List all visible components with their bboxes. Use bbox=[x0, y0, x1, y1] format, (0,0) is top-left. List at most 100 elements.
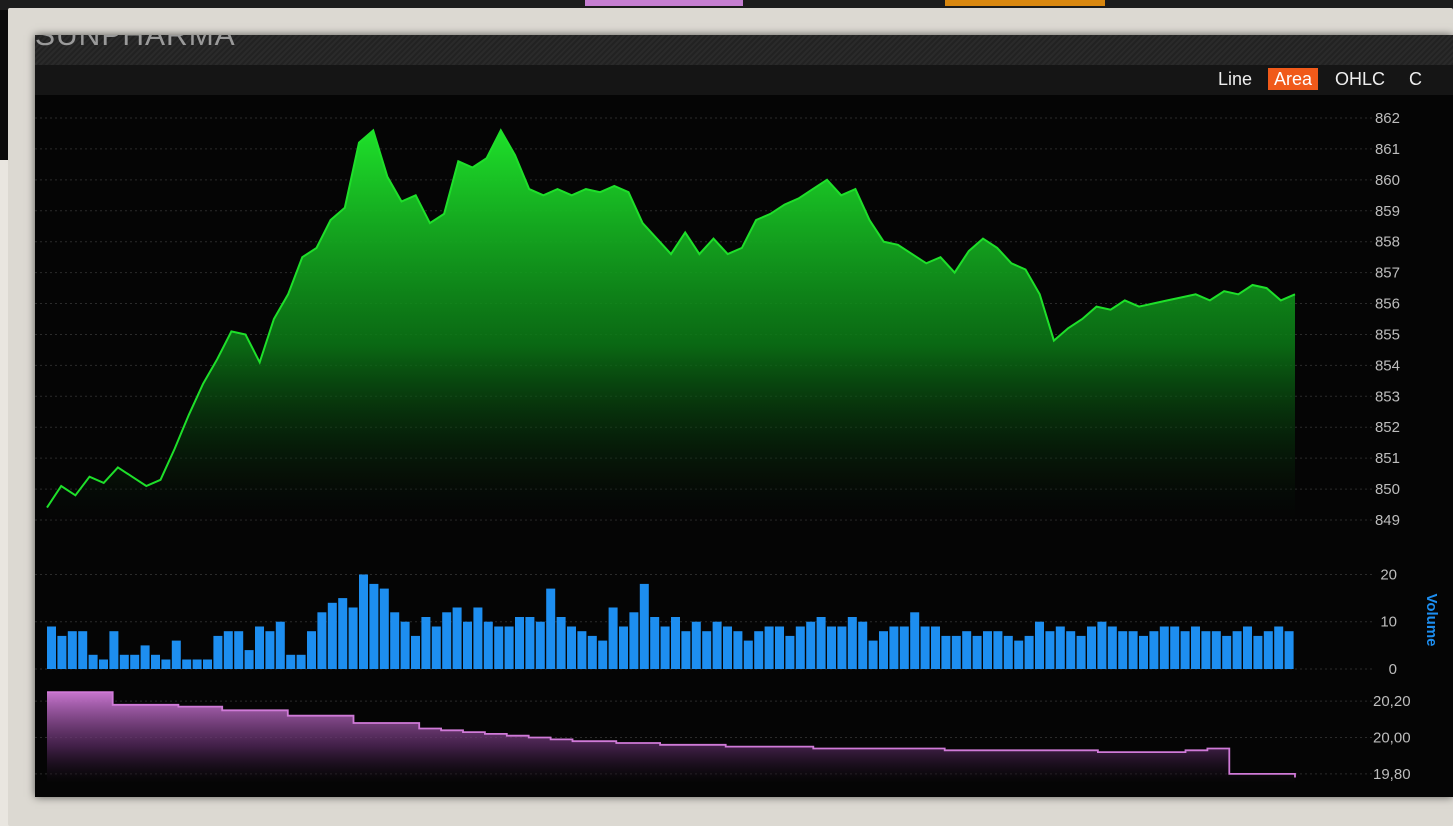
volume-bar bbox=[879, 631, 888, 669]
price-tick-label: 862 bbox=[1375, 110, 1400, 127]
volume-bar bbox=[369, 583, 379, 669]
volume-bar bbox=[1159, 626, 1169, 669]
volume-bar bbox=[1149, 631, 1159, 669]
volume-bar bbox=[296, 654, 306, 669]
price-tick-label: 858 bbox=[1375, 234, 1400, 251]
volume-bar bbox=[317, 612, 327, 669]
chart-type-line-button[interactable]: Line bbox=[1218, 69, 1253, 89]
price-tick-label: 851 bbox=[1375, 450, 1400, 467]
volume-bar bbox=[1170, 626, 1180, 669]
volume-bar bbox=[327, 602, 337, 669]
volume-bar bbox=[629, 612, 639, 669]
volume-bar bbox=[483, 621, 493, 669]
indicator-line bbox=[47, 691, 1296, 778]
volume-bar bbox=[691, 621, 701, 669]
volume-bar bbox=[359, 574, 368, 669]
price-tick-label: 849 bbox=[1375, 512, 1400, 529]
volume-bar bbox=[99, 659, 108, 669]
volume-bar bbox=[504, 626, 514, 669]
volume-bar bbox=[463, 621, 472, 669]
volume-tick-label: 20 bbox=[1380, 566, 1397, 583]
volume-bar bbox=[577, 631, 587, 669]
volume-bar bbox=[1128, 631, 1138, 669]
volume-bar bbox=[608, 607, 618, 669]
volume-bar bbox=[972, 635, 982, 669]
volume-bar bbox=[431, 626, 441, 669]
volume-bar bbox=[1201, 631, 1211, 669]
volume-tick-label: 0 bbox=[1389, 661, 1397, 678]
chart-type-area-button[interactable]: Area bbox=[1268, 68, 1319, 90]
volume-bar bbox=[171, 640, 181, 669]
volume-bar bbox=[130, 654, 140, 669]
volume-bar bbox=[1045, 631, 1055, 669]
volume-bar bbox=[1087, 626, 1096, 669]
volume-bar bbox=[764, 626, 774, 669]
tab-accent-orange bbox=[945, 0, 1105, 6]
volume-bar bbox=[1097, 621, 1107, 669]
volume-bar bbox=[255, 626, 264, 669]
indicator-tick-label: 20,20 bbox=[1373, 693, 1411, 710]
top-bar bbox=[0, 0, 1453, 10]
volume-bar bbox=[192, 659, 202, 669]
price-area-fill bbox=[47, 130, 1295, 520]
volume-bar bbox=[827, 626, 836, 669]
volume-bar bbox=[1055, 626, 1065, 669]
title-bar: SUNPHARMA bbox=[35, 35, 1453, 65]
volume-bar bbox=[1180, 631, 1190, 669]
volume-bar bbox=[712, 621, 722, 669]
volume-bar bbox=[379, 588, 389, 669]
volume-bar bbox=[587, 635, 597, 669]
volume-bar bbox=[733, 631, 743, 669]
volume-bar bbox=[931, 626, 940, 669]
volume-bar bbox=[109, 631, 119, 669]
price-tick-label: 861 bbox=[1375, 141, 1400, 158]
volume-bar bbox=[941, 635, 951, 669]
volume-bar bbox=[639, 583, 649, 669]
volume-bar bbox=[983, 631, 992, 669]
volume-bar bbox=[1003, 635, 1013, 669]
tab-accent-purple bbox=[585, 0, 743, 6]
price-tick-label: 860 bbox=[1375, 172, 1400, 189]
volume-bar bbox=[1107, 626, 1117, 669]
volume-bar bbox=[515, 617, 524, 669]
volume-bar bbox=[962, 631, 972, 669]
volume-bar bbox=[920, 626, 930, 669]
volume-bar bbox=[535, 621, 545, 669]
volume-bar bbox=[775, 626, 784, 669]
volume-bar bbox=[1222, 635, 1232, 669]
volume-bar bbox=[1066, 631, 1076, 669]
chart-panel: SUNPHARMA Line Area OHLC C 862 861 860 859 8… bbox=[35, 35, 1453, 797]
volume-bar bbox=[182, 659, 192, 669]
volume-bar bbox=[244, 650, 254, 669]
volume-bar bbox=[1118, 631, 1128, 669]
volume-bar bbox=[546, 588, 556, 669]
volume-bar bbox=[119, 654, 129, 669]
volume-tick-label: 10 bbox=[1380, 614, 1397, 631]
volume-bar bbox=[556, 617, 566, 669]
volume-bar bbox=[951, 635, 961, 669]
chart-type-ohlc-button[interactable]: OHLC bbox=[1335, 69, 1386, 89]
volume-bar bbox=[795, 626, 805, 669]
volume-bar bbox=[681, 631, 691, 669]
volume-bar bbox=[400, 621, 410, 669]
volume-bar bbox=[1232, 631, 1242, 669]
indicator-tick-label: 19,80 bbox=[1373, 766, 1411, 783]
volume-bar bbox=[868, 640, 878, 669]
chart-toolbar bbox=[35, 65, 1453, 95]
volume-bar bbox=[442, 612, 452, 669]
volume-bar bbox=[899, 626, 909, 669]
volume-bar bbox=[619, 626, 628, 669]
volume-bar bbox=[1076, 635, 1086, 669]
volume-bar bbox=[151, 654, 160, 669]
volume-bar bbox=[702, 631, 712, 669]
volume-bar bbox=[671, 617, 680, 669]
volume-bar bbox=[1263, 631, 1273, 669]
indicator-tick-label: 20,00 bbox=[1373, 730, 1411, 747]
volume-bar bbox=[1139, 635, 1148, 669]
chart-type-candle-button[interactable]: C bbox=[1409, 69, 1422, 89]
volume-bar bbox=[660, 626, 670, 669]
volume-bar bbox=[910, 612, 920, 669]
volume-bar bbox=[889, 626, 899, 669]
volume-bar bbox=[234, 631, 244, 669]
chart-plot-area: 862 861 860 859 858 857 856 855 854 853 852 851 850 8… bbox=[35, 110, 1440, 783]
